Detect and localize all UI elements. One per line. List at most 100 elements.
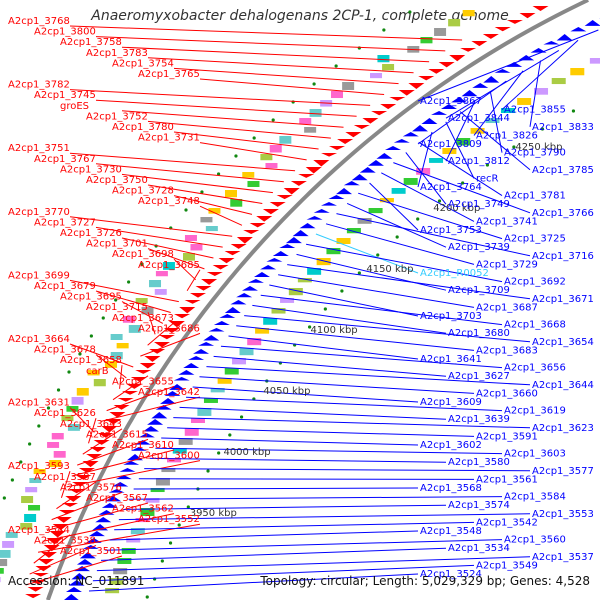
right-gene-label[interactable]: A2cp1_3781 — [504, 191, 566, 202]
right-gene-label[interactable]: A2cp1_3623 — [532, 423, 594, 434]
right-gene-label[interactable]: A2cp1_3656 — [504, 363, 566, 374]
left-gene-label[interactable]: A2cp1_3501 — [60, 546, 122, 557]
left-gene-label[interactable]: A2cp1_3780 — [112, 122, 174, 133]
right-gene-label[interactable]: A2cp1_3609 — [420, 397, 482, 408]
right-gene-label[interactable]: A2cp1_3668 — [504, 320, 566, 331]
left-gene-label[interactable]: A2cp1_3728 — [112, 186, 174, 197]
left-gene-label[interactable]: A2cp1_3768 — [8, 16, 70, 27]
left-gene-label[interactable]: A2cp1_3685 — [138, 260, 200, 271]
right-gene-label[interactable]: A2cp1_3826 — [476, 130, 538, 141]
left-gene-label[interactable]: A2cp1_3758 — [60, 37, 122, 48]
right-gene-label[interactable]: A2cp1_3603 — [504, 449, 566, 460]
left-gene-label[interactable]: A2cp1_3698 — [112, 249, 174, 260]
right-gene-label[interactable]: A2cp1_3729 — [476, 259, 538, 270]
left-gene-label[interactable]: A2cp1_3726 — [60, 228, 122, 239]
left-gene-label[interactable]: A2cp1_3767 — [34, 154, 96, 165]
left-gene-label[interactable]: A2cp1_3751 — [8, 143, 70, 154]
left-gene-label[interactable]: A2cp1_3678 — [34, 345, 96, 356]
right-gene-label[interactable]: A2cp1_3709 — [448, 285, 510, 296]
left-gene-label[interactable]: A2cp1_3538 — [34, 535, 96, 546]
left-gene-label[interactable]: A2cp1_3727 — [34, 217, 96, 228]
left-gene-label[interactable]: A2cp1_3576 — [60, 482, 122, 493]
left-gene-label[interactable]: A2cp1_3750 — [86, 175, 148, 186]
right-gene-label[interactable]: A2cp1_3574 — [448, 500, 510, 511]
right-gene-label[interactable]: A2cp1_3749 — [448, 199, 510, 210]
right-gene-label[interactable]: A2cp1_3683 — [476, 345, 538, 356]
right-gene-label[interactable]: A2cp1_3739 — [448, 242, 510, 253]
right-gene-label[interactable]: A2cp1_3560 — [504, 535, 566, 546]
right-gene-label[interactable]: A2cp1_3855 — [504, 105, 566, 116]
right-gene-label[interactable]: A2cp1_3703 — [420, 311, 482, 322]
right-gene-label[interactable]: A2cp1_3584 — [504, 492, 566, 503]
right-gene-label[interactable]: A2cp1_3542 — [476, 517, 538, 528]
right-gene-label[interactable]: A2cp1_3716 — [532, 251, 594, 262]
right-gene-label[interactable]: A2cp1_3619 — [504, 406, 566, 417]
left-gene-label[interactable]: A2cp1_3679 — [34, 281, 96, 292]
right-gene-label[interactable]: A2cp1_3553 — [532, 509, 594, 520]
right-gene-label[interactable]: A2cp1_3680 — [448, 328, 510, 339]
right-gene-label[interactable]: A2cp1_3602 — [420, 440, 482, 451]
left-gene-label[interactable]: A2cp1_3800 — [34, 27, 96, 38]
left-gene-label[interactable]: A2cp1_3658 — [60, 355, 122, 366]
right-gene-label[interactable]: A2cp1_3671 — [532, 294, 594, 305]
left-gene-label[interactable]: A2cp1_3748 — [138, 196, 200, 207]
left-gene-label[interactable]: carB — [86, 366, 109, 377]
right-gene-label[interactable]: A2cp1_3785 — [532, 165, 594, 176]
left-gene-label[interactable]: A2cp1_3745 — [34, 90, 96, 101]
left-gene-label[interactable]: A2cp1_3552 — [138, 514, 200, 525]
left-gene-label[interactable]: A2cp1_3715 — [86, 302, 148, 313]
left-gene-label[interactable]: A2cp1_3783 — [86, 48, 148, 59]
left-gene-label[interactable]: A2cp1_3655 — [112, 376, 174, 387]
right-gene-label[interactable]: A2cp1_3561 — [476, 474, 538, 485]
left-gene-label[interactable]: A2cp1_3587 — [34, 472, 96, 483]
left-gene-label[interactable]: A2cp1_3593 — [8, 461, 70, 472]
left-gene-label[interactable]: A2cp1_3673 — [112, 313, 174, 324]
right-gene-label[interactable]: A2cp1_3654 — [532, 337, 594, 348]
right-gene-label[interactable]: A2cp1_3833 — [532, 122, 594, 133]
right-gene-label[interactable]: A2cp1_3537 — [532, 552, 594, 563]
right-gene-label[interactable]: A2cp1_3577 — [532, 466, 594, 477]
right-gene-label[interactable]: A2cp1_3639 — [448, 414, 510, 425]
right-gene-label[interactable]: A2cp1_3764 — [420, 182, 482, 193]
left-gene-label[interactable]: A2cp1_3626 — [34, 408, 96, 419]
left-gene-label[interactable]: A2cp1_3642 — [138, 387, 200, 398]
left-gene-label[interactable]: A2cp1_3631 — [8, 398, 70, 409]
right-gene-label[interactable]: A2cp1_3867 — [420, 96, 482, 107]
right-gene-label[interactable]: A2cp1_3524 — [420, 569, 482, 580]
left-gene-label[interactable]: A2cp1_3754 — [112, 58, 174, 69]
left-gene-label[interactable]: A2cp1_3686 — [138, 323, 200, 334]
right-gene-label[interactable]: A2cp1_3692 — [504, 277, 566, 288]
right-gene-label[interactable]: A2cp1_3766 — [532, 208, 594, 219]
right-gene-label[interactable]: recR — [476, 173, 499, 184]
left-gene-label[interactable]: A2cp1_3765 — [138, 69, 200, 80]
right-gene-label[interactable]: A2cp1_3549 — [476, 560, 538, 571]
left-gene-label[interactable]: A2cp1_3699 — [8, 270, 70, 281]
right-gene-label[interactable]: A2cp1_3725 — [504, 234, 566, 245]
left-gene-label[interactable]: A2cp1_3643 — [60, 419, 122, 430]
right-gene-label[interactable]: A2cp1_3844 — [448, 113, 510, 124]
right-gene-label[interactable]: A2cp1_3687 — [476, 302, 538, 313]
left-gene-label[interactable]: A2cp1_3544 — [8, 525, 70, 536]
left-gene-label[interactable]: A2cp1_3770 — [8, 207, 70, 218]
left-gene-label[interactable]: A2cp1_3664 — [8, 334, 70, 345]
right-gene-label[interactable]: A2cp1_3641 — [420, 354, 482, 365]
left-gene-label[interactable]: A2cp1_3730 — [60, 164, 122, 175]
left-gene-label[interactable]: A2cp1_3562 — [112, 504, 174, 515]
left-gene-label[interactable]: A2cp1_3701 — [86, 239, 148, 250]
right-gene-label[interactable]: A2cp1_3591 — [476, 431, 538, 442]
left-gene-label[interactable]: A2cp1_3695 — [60, 292, 122, 303]
right-gene-label[interactable]: A2cp1_3580 — [448, 457, 510, 468]
right-gene-label[interactable]: A2cp1_3660 — [476, 388, 538, 399]
right-gene-label[interactable]: A2cp1_3644 — [532, 380, 594, 391]
right-gene-label[interactable]: A2cp1_3627 — [448, 371, 510, 382]
right-gene-label[interactable]: A2cp1_3790 — [504, 148, 566, 159]
left-gene-label[interactable]: A2cp1_3731 — [138, 133, 200, 144]
rna-gene-label[interactable]: A2cp1_R0052 — [420, 268, 489, 279]
left-gene-label[interactable]: A2cp1_3752 — [86, 111, 148, 122]
right-gene-label[interactable]: A2cp1_3741 — [476, 216, 538, 227]
left-gene-label[interactable]: groES — [60, 101, 89, 112]
right-gene-label[interactable]: A2cp1_3568 — [420, 483, 482, 494]
left-gene-label[interactable]: A2cp1_3610 — [112, 440, 174, 451]
left-gene-label[interactable]: A2cp1_3600 — [138, 451, 200, 462]
